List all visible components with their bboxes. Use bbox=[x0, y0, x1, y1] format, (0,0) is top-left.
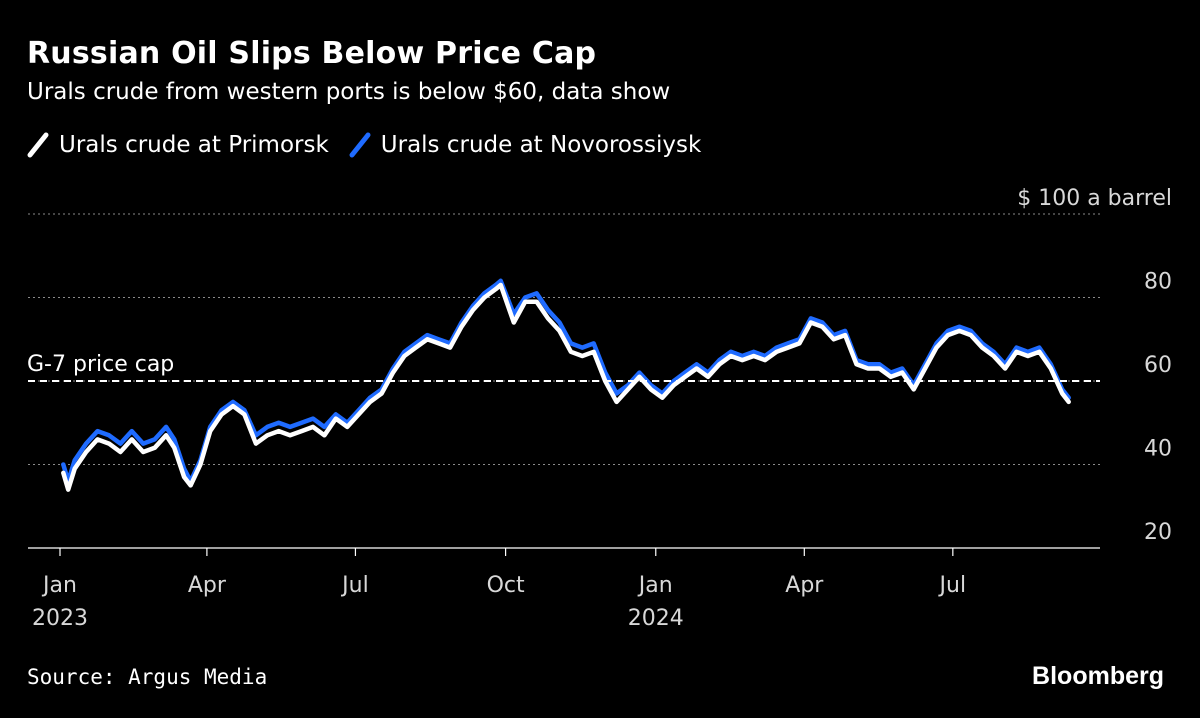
chart-subtitle: Urals crude from western ports is below … bbox=[27, 79, 671, 105]
x-tick-label-0: Jan bbox=[41, 573, 77, 598]
legend-swatch-primorsk bbox=[27, 132, 49, 158]
legend-label-primorsk: Urals crude at Primorsk bbox=[59, 132, 329, 158]
y-tick-label-100: $ 100 a barrel bbox=[1017, 186, 1172, 211]
bloomberg-logo: Bloomberg bbox=[1032, 662, 1164, 690]
legend-item-primorsk: Urals crude at Primorsk bbox=[27, 132, 329, 158]
x-tick-label-3: Oct bbox=[487, 573, 525, 598]
x-tick-label-2: Jul bbox=[340, 573, 369, 598]
y-tick-label-20: 20 bbox=[1144, 520, 1172, 545]
x-tick-label-5: Apr bbox=[785, 573, 824, 598]
source-note: Source: Argus Media bbox=[27, 665, 268, 689]
legend-item-novorossiysk: Urals crude at Novorossiysk bbox=[349, 132, 701, 158]
x-tick-label-1: Apr bbox=[188, 573, 227, 598]
y-tick-label-40: 40 bbox=[1144, 437, 1172, 462]
y-tick-label-60: 60 bbox=[1144, 353, 1172, 378]
x-year-label-4: 2024 bbox=[628, 606, 684, 631]
series-line-primorsk bbox=[61, 282, 1071, 492]
price-cap-label: G-7 price cap bbox=[27, 352, 174, 377]
y-tick-label-80: 80 bbox=[1144, 270, 1172, 295]
series-line-novorossiysk bbox=[61, 278, 1071, 484]
x-tick-label-4: Jan bbox=[637, 573, 673, 598]
x-tick-label-6: Jul bbox=[938, 573, 967, 598]
chart-legend: Urals crude at Primorsk Urals crude at N… bbox=[27, 130, 721, 160]
chart-title: Russian Oil Slips Below Price Cap bbox=[27, 36, 597, 71]
legend-swatch-novorossiysk bbox=[349, 132, 371, 158]
x-year-label-0: 2023 bbox=[32, 606, 88, 631]
legend-label-novorossiysk: Urals crude at Novorossiysk bbox=[380, 132, 702, 158]
